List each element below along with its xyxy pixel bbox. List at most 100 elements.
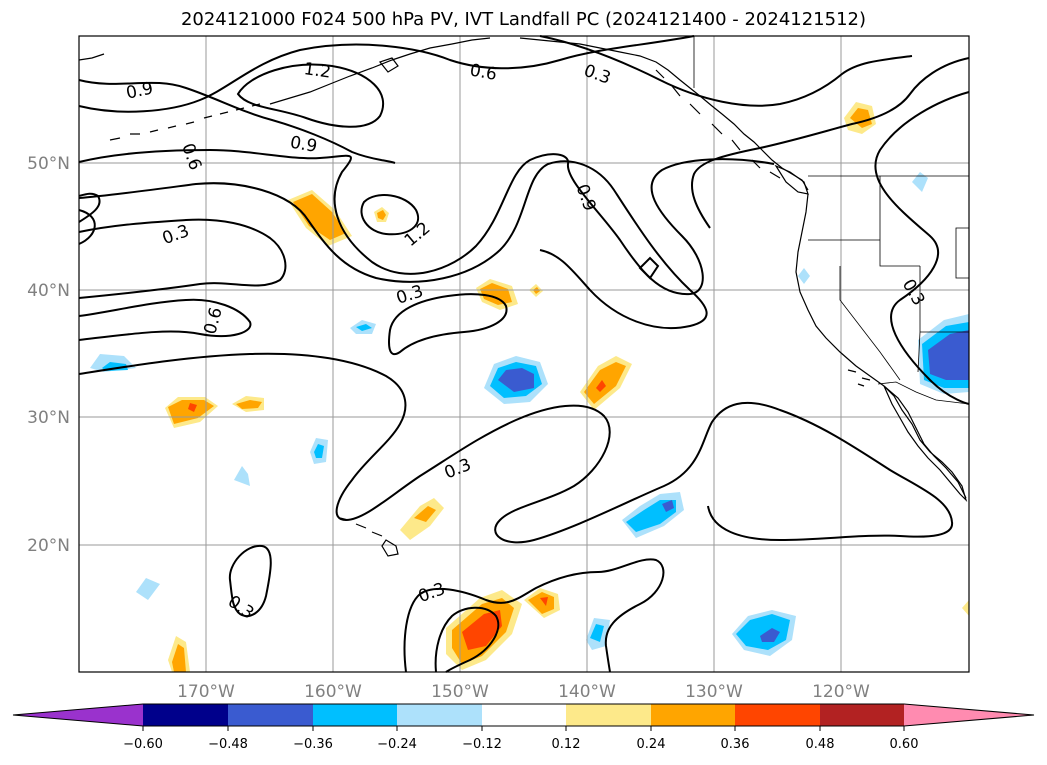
colorbar-segment (313, 704, 397, 726)
neg-area (928, 330, 969, 380)
colorbar-tick-label: 0.60 (890, 737, 919, 752)
colorbar-tick-label: 0.12 (552, 737, 581, 752)
neg-area (314, 444, 324, 458)
colorbar-tick-label: −0.36 (293, 737, 333, 752)
colorbar-extend-high (904, 704, 1034, 726)
political-borders (693, 36, 970, 405)
contour-0.3-east (874, 91, 970, 405)
lat-tick-label: 20°N (27, 536, 70, 556)
pv-contours (78, 35, 970, 673)
pos-area (377, 210, 386, 220)
neg-area (590, 624, 604, 642)
lat-tick-label: 40°N (27, 281, 70, 301)
coastlines (78, 37, 968, 557)
lon-tick-label: 120°W (812, 682, 870, 702)
colorbar-tick-label: −0.48 (208, 737, 248, 752)
contour-0.3-lower (78, 209, 96, 245)
contour-0.3-mid (78, 218, 287, 299)
colorbar-tick-label: −0.60 (123, 737, 163, 752)
latitude-tick-labels: 50°N 40°N 30°N 20°N (27, 154, 70, 556)
pos-area (168, 400, 214, 424)
colorbar-segment (397, 704, 482, 726)
colorbar-segment (735, 704, 820, 726)
contour-0.9-ridge (78, 148, 775, 296)
pos-area (172, 644, 186, 672)
colorbar-segment (651, 704, 735, 726)
colorbar-segment (143, 704, 228, 726)
pc-shading (90, 102, 969, 672)
neg-area (798, 268, 810, 284)
contour-0.6-left (78, 298, 252, 341)
neg-area (662, 500, 674, 512)
colorbar-tick-label: 0.36 (721, 737, 750, 752)
lon-tick-label: 130°W (685, 682, 743, 702)
neg-area (234, 466, 250, 486)
pos-area (540, 597, 548, 606)
contour-0.6-ridge (78, 160, 708, 330)
neg-area (736, 614, 790, 650)
lon-tick-label: 150°W (431, 682, 489, 702)
colorbar-ticks: −0.60 −0.48 −0.36 −0.24 −0.12 0.12 0.24 … (123, 726, 918, 752)
lon-tick-label: 160°W (304, 682, 362, 702)
map-background (79, 36, 969, 672)
pos-area (480, 283, 512, 305)
lon-tick-label: 170°W (177, 682, 235, 702)
contour-1.2-north (236, 63, 385, 128)
colorbar: −0.60 −0.48 −0.36 −0.24 −0.12 0.12 0.24 … (12, 703, 1035, 752)
map-panel: 1.2 0.9 0.9 0.6 0.3 0.6 0.9 0.3 1.2 0.3 … (78, 35, 970, 673)
neg-area (760, 628, 780, 642)
contour-0.3-south-left (228, 544, 272, 617)
negative-anomaly-areas (90, 172, 969, 656)
colorbar-tick-label: 0.48 (806, 737, 835, 752)
pos-area (584, 362, 626, 404)
positive-anomaly-areas (165, 102, 969, 672)
channel-islands (847, 369, 871, 387)
contour-label: 1.2 (303, 59, 333, 83)
neg-area (136, 578, 160, 600)
contour-0.3-south-inner (434, 606, 500, 673)
pos-area (962, 600, 969, 616)
state-borders (808, 176, 970, 381)
pos-area (188, 403, 197, 412)
lat-tick-label: 50°N (27, 154, 70, 174)
pos-area (850, 108, 872, 128)
neg-area (626, 500, 676, 532)
kodiak-island (378, 57, 399, 73)
map-title: 2024121000 F024 500 hPa PV, IVT Landfall… (180, 9, 867, 30)
map-frame (78, 35, 970, 673)
colorbar-segment (566, 704, 651, 726)
neg-area (356, 324, 372, 331)
colorbar-segment (228, 704, 313, 726)
neg-area (912, 172, 928, 192)
colorbar-segment (820, 704, 904, 726)
lat-tick-label: 30°N (27, 408, 70, 428)
longitude-tick-labels: 170°W 160°W 150°W 140°W 130°W 120°W (177, 682, 870, 702)
pos-area (596, 380, 606, 392)
pos-area (236, 400, 262, 409)
contour-0.3-ca-low (638, 256, 660, 280)
contour-0.3-top (539, 35, 913, 107)
contour-0.3-small (78, 192, 101, 223)
lon-tick-label: 140°W (558, 682, 616, 702)
contour-label: 0.9 (288, 133, 318, 157)
colorbar-segment (482, 704, 566, 726)
colorbar-extend-low (13, 704, 143, 726)
contour-label: 0.6 (468, 61, 498, 85)
pos-area (414, 506, 436, 522)
contour-0.3-subtropical (78, 352, 954, 544)
colorbar-tick-label: −0.24 (377, 737, 417, 752)
contour-0.3-canada (691, 57, 970, 229)
pos-area (462, 610, 502, 650)
contour-0.9-west (78, 79, 396, 164)
us-mexico-border (877, 381, 970, 405)
contour-0.6-top (78, 35, 695, 113)
east-siberia-coast (78, 53, 105, 61)
se-alaska-islands (655, 69, 781, 179)
contour-1.2-low (360, 194, 419, 236)
colorbar-tick-label: −0.12 (462, 737, 502, 752)
neg-area (498, 368, 534, 392)
contour-0.3-south (403, 558, 665, 673)
baja-peninsula (883, 385, 968, 503)
contour-0.3-central (388, 293, 508, 355)
